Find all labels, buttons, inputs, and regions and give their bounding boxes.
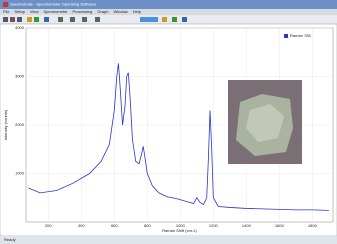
tool-icon[interactable] (10, 17, 15, 22)
tool-icon[interactable] (3, 17, 8, 22)
x-tick-label: 1200 (209, 223, 219, 228)
x-tick-label: 800 (144, 223, 151, 228)
tool-icon[interactable] (70, 17, 75, 22)
x-tick-label: 200 (45, 223, 52, 228)
menu-item[interactable]: File (3, 9, 10, 14)
tool-icon[interactable] (27, 17, 32, 22)
tool-icon[interactable] (44, 17, 49, 22)
legend-swatch (284, 34, 288, 38)
tool-icon[interactable] (172, 17, 177, 22)
x-tick-label: 1800 (308, 223, 318, 228)
app-icon (3, 2, 8, 7)
menu-item[interactable]: Window (113, 9, 127, 14)
x-tick-label: 1600 (275, 223, 285, 228)
y-tick-label: 2000 (15, 122, 25, 127)
y-tick-label: 4000 (15, 25, 25, 30)
status-text: Ready (4, 237, 16, 242)
tool-icon[interactable] (34, 17, 39, 22)
y-axis-label: Intensity (counts) (3, 109, 8, 140)
y-tick-label: 3000 (15, 74, 25, 79)
tool-icon[interactable] (95, 17, 100, 22)
tool-icon[interactable] (82, 17, 87, 22)
menu-item[interactable]: Help (133, 9, 142, 14)
x-tick-label: 1400 (242, 223, 252, 228)
x-tick-label: 400 (78, 223, 85, 228)
tool-icon[interactable] (17, 17, 22, 22)
x-tick-label: 600 (111, 223, 118, 228)
window-title: SpectraSuite - Spectrometer Operating So… (10, 2, 97, 7)
sample-photo (228, 80, 302, 164)
legend-label: Raman 785 (290, 33, 311, 38)
tool-field[interactable] (140, 17, 158, 22)
menu-item[interactable]: View (30, 9, 39, 14)
x-axis-label: Raman Shift (cm-1) (162, 228, 197, 233)
menu-item[interactable]: Graph (97, 9, 108, 14)
y-tick-label: 1000 (15, 171, 25, 176)
screen: SpectraSuite - Spectrometer Operating So… (0, 0, 337, 244)
menu-item[interactable]: Processing (73, 9, 93, 14)
toolbar (0, 15, 337, 24)
menu-bar: File Setup View Spectrometer Processing Graph… (3, 9, 142, 14)
tool-icon[interactable] (182, 17, 187, 22)
menu-item[interactable]: Setup (14, 9, 25, 14)
tool-icon[interactable] (58, 17, 63, 22)
tool-icon[interactable] (162, 17, 167, 22)
menu-item[interactable]: Spectrometer (44, 9, 69, 14)
status-bar (0, 236, 337, 244)
